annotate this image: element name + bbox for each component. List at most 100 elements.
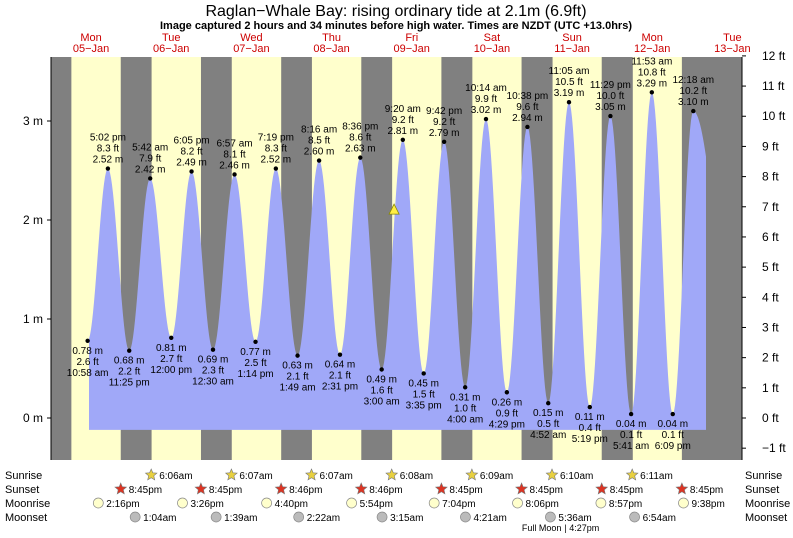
moonrise-time: 5:54pm [360, 499, 393, 510]
high-tide-point [649, 90, 655, 95]
day-name: Fri [405, 32, 418, 44]
day-name: Mon [80, 32, 101, 44]
moonrise-icon [512, 497, 523, 509]
sunset-icon [434, 482, 448, 495]
moonrise-icon [177, 497, 188, 509]
sunrise-time: 6:07am [320, 471, 353, 482]
high-tide-feet: 10.8 ft [638, 67, 666, 78]
low-tide-metres: 0.68 m [114, 356, 145, 367]
high-tide-point [566, 99, 572, 105]
low-tide-time: 4:00 am [447, 414, 483, 425]
moonrise-row-label-left: Moonrise [5, 498, 50, 510]
high-tide-point [189, 169, 194, 174]
high-tide-time: 8:16 am [301, 125, 337, 136]
day-date: 07−Jan [233, 43, 269, 55]
moonset-icon [376, 511, 388, 523]
day-name: Sun [562, 32, 582, 44]
left-tick-label: 3 m [23, 114, 43, 128]
high-tide-time: 6:57 am [216, 138, 252, 149]
right-tick-label: 0 ft [762, 411, 779, 425]
right-tick-label: 6 ft [762, 230, 779, 244]
low-tide-point [169, 335, 174, 341]
moonset-time: 4:21am [473, 513, 506, 524]
low-tide-point [379, 367, 384, 372]
high-tide-feet: 10.0 ft [597, 91, 625, 102]
moonrise-icon [428, 497, 440, 509]
low-tide-point [670, 411, 675, 417]
right-tick-label: 3 ft [762, 320, 779, 334]
left-tick-label: 1 m [23, 312, 43, 326]
moonrise-icon [92, 497, 104, 509]
low-tide-metres: 0.15 m [533, 408, 564, 419]
day-date: 06−Jan [153, 43, 189, 55]
low-tide-point [295, 353, 300, 358]
high-tide-time: 5:42 am [132, 142, 168, 153]
day-date: 10−Jan [474, 43, 510, 55]
sunrise-icon [144, 468, 158, 481]
high-tide-time: 11:53 am [631, 56, 672, 67]
low-tide-feet: 2.3 ft [202, 366, 224, 377]
low-tide-point [628, 411, 634, 417]
moonrise-icon [595, 497, 607, 509]
right-tick-label: 2 ft [762, 351, 779, 365]
high-tide-feet: 10.5 ft [555, 77, 583, 88]
sunrise-icon [545, 468, 559, 481]
low-tide-metres: 0.11 m [575, 412, 605, 423]
sunrise-icon [625, 468, 639, 481]
sunrise-icon [465, 468, 479, 481]
low-tide-point [546, 400, 551, 406]
right-tick-label: −1 ft [762, 441, 786, 455]
moonrise-row-label-right: Moonrise [745, 498, 790, 510]
high-tide-metres: 2.52 m [93, 155, 124, 166]
moonrise-icon [678, 497, 689, 509]
moonset-time: 2:22am [307, 513, 340, 524]
high-tide-point [400, 137, 406, 143]
low-tide-feet: 1.6 ft [371, 385, 393, 396]
chart-subtitle: Image captured 2 hours and 34 minutes be… [160, 20, 632, 32]
night-band [51, 57, 72, 460]
day-date: 09−Jan [394, 43, 430, 55]
low-tide-metres: 0.69 m [198, 355, 229, 366]
day-name: Wed [240, 32, 262, 44]
sunset-time: 8:46pm [369, 485, 402, 496]
low-tide-feet: 1.0 ft [454, 403, 476, 414]
sunset-time: 8:45pm [209, 485, 242, 496]
day-date: 05−Jan [73, 43, 109, 55]
tide-area [89, 92, 706, 430]
high-tide-time: 9:20 am [385, 104, 421, 115]
day-date: 12−Jan [634, 43, 670, 55]
high-tide-feet: 8.2 ft [180, 146, 202, 157]
moonset-icon [129, 511, 141, 523]
right-tick-label: 12 ft [762, 49, 786, 63]
low-tide-time: 6:09 pm [655, 441, 691, 452]
moonrise-time: 8:57pm [609, 499, 642, 510]
sunrise-icon [305, 468, 318, 481]
high-tide-feet: 9.2 ft [392, 115, 414, 126]
moonrise-time: 4:40pm [275, 499, 308, 510]
sunrise-icon [385, 468, 399, 481]
high-tide-metres: 3.05 m [595, 102, 626, 113]
moonset-time: 5:36am [558, 513, 591, 524]
low-tide-feet: 1.5 ft [413, 389, 435, 400]
high-tide-time: 10:14 am [465, 83, 507, 94]
low-tide-point [337, 352, 343, 357]
moonset-icon [545, 511, 556, 523]
right-tick-label: 10 ft [762, 109, 786, 123]
low-tide-feet: 0.4 ft [579, 423, 601, 434]
high-tide-metres: 3.02 m [471, 105, 502, 116]
low-tide-time: 3:35 pm [406, 400, 442, 411]
low-tide-point [253, 339, 258, 344]
sunset-icon [595, 482, 609, 495]
moonrise-time: 2:16pm [106, 499, 139, 510]
low-tide-feet: 0.9 ft [496, 408, 518, 419]
high-tide-metres: 2.63 m [345, 144, 376, 155]
high-tide-feet: 8.3 ft [265, 144, 287, 155]
sunset-icon [515, 482, 529, 495]
high-tide-point [148, 176, 153, 181]
moonrise-time: 9:38pm [691, 499, 724, 510]
high-tide-time: 7:19 pm [258, 133, 294, 144]
sunrise-time: 6:10am [560, 471, 593, 482]
moon-phase-label: Full Moon [522, 523, 562, 533]
high-tide-point [608, 113, 613, 119]
